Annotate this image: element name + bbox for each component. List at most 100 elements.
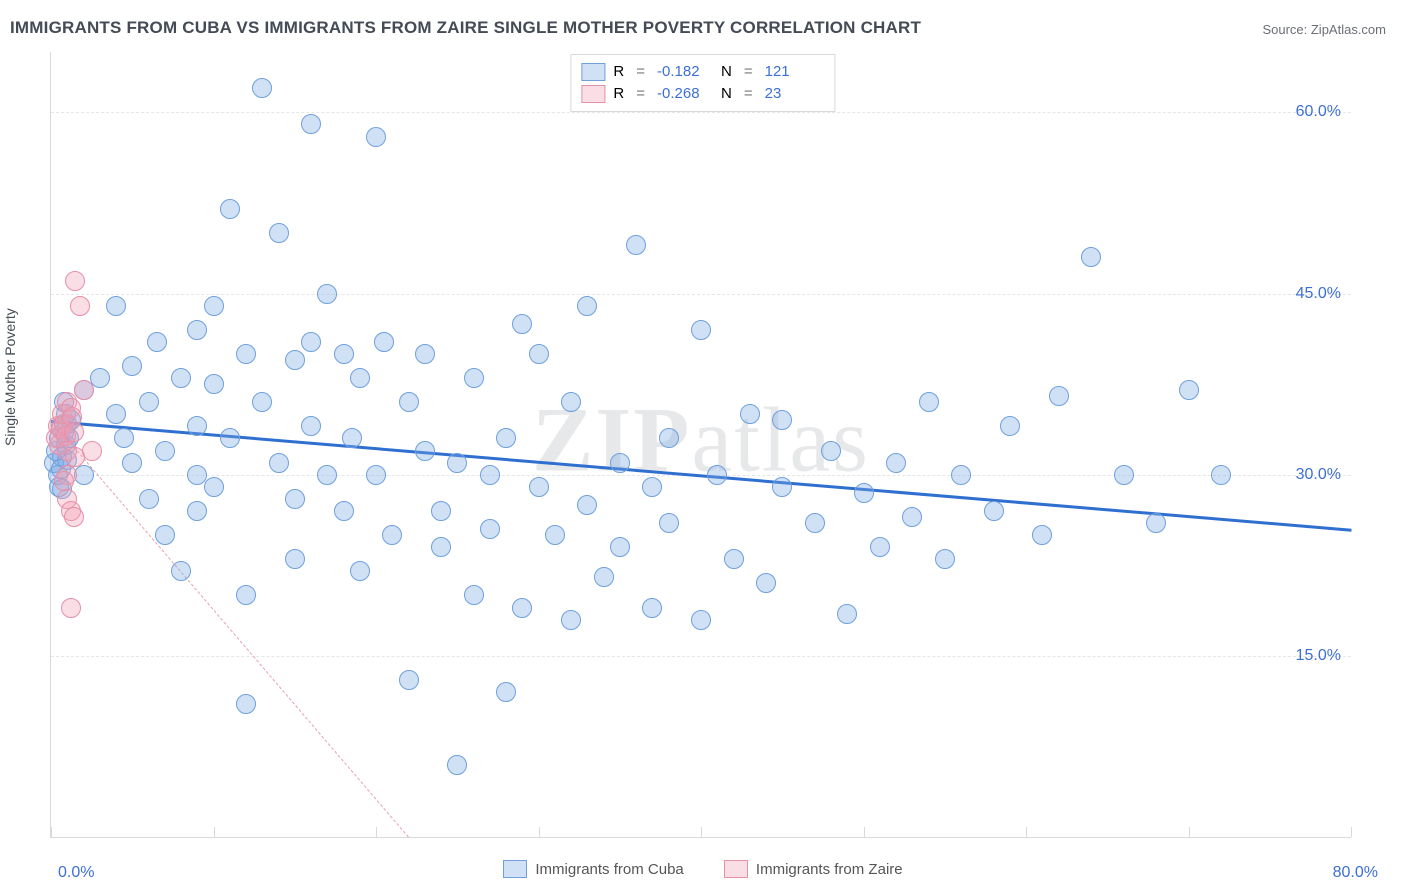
data-point-cuba [415,344,435,364]
legend-item-zaire: Immigrants from Zaire [724,860,903,878]
legend-label-zaire: Immigrants from Zaire [756,861,903,878]
data-point-cuba [187,501,207,521]
data-point-cuba [854,483,874,503]
data-point-cuba [1211,465,1231,485]
data-point-cuba [659,428,679,448]
data-point-cuba [399,670,419,690]
legend-correlation-box: R = -0.182 N = 121 R = -0.268 N = 23 [570,54,835,112]
data-point-cuba [512,598,532,618]
source-attribution: Source: ZipAtlas.com [1262,22,1386,37]
swatch-zaire [724,860,748,878]
data-point-cuba [610,453,630,473]
data-point-zaire [65,271,85,291]
trend-line-zaire [51,421,409,838]
gridline [51,656,1351,657]
data-point-cuba [431,501,451,521]
data-point-cuba [1179,380,1199,400]
data-point-cuba [1114,465,1134,485]
n-value-zaire: 23 [765,83,821,105]
data-point-zaire [82,441,102,461]
y-axis-label: Single Mother Poverty [2,308,18,446]
data-point-cuba [236,694,256,714]
data-point-zaire [64,507,84,527]
data-point-zaire [70,296,90,316]
x-tick [864,827,865,837]
data-point-cuba [837,604,857,624]
data-point-cuba [155,525,175,545]
data-point-cuba [139,489,159,509]
data-point-cuba [496,428,516,448]
legend-series: Immigrants from Cuba Immigrants from Zai… [0,860,1406,882]
data-point-cuba [1049,386,1069,406]
legend-label-cuba: Immigrants from Cuba [535,861,683,878]
data-point-cuba [187,416,207,436]
data-point-cuba [155,441,175,461]
data-point-cuba [772,477,792,497]
data-point-cuba [415,441,435,461]
data-point-cuba [106,404,126,424]
legend-row-cuba: R = -0.182 N = 121 [581,61,820,83]
data-point-cuba [301,332,321,352]
data-point-cuba [594,567,614,587]
data-point-cuba [1081,247,1101,267]
data-point-cuba [204,477,224,497]
data-point-cuba [399,392,419,412]
data-point-cuba [935,549,955,569]
data-point-zaire [74,380,94,400]
data-point-cuba [114,428,134,448]
data-point-cuba [139,392,159,412]
data-point-cuba [1146,513,1166,533]
data-point-cuba [252,78,272,98]
x-tick [1351,827,1352,837]
n-value-cuba: 121 [765,61,821,83]
data-point-cuba [805,513,825,533]
data-point-cuba [122,356,142,376]
legend-item-cuba: Immigrants from Cuba [503,860,683,878]
y-tick-label: 30.0% [1296,466,1341,484]
equals-sign: = [636,83,645,105]
r-label: R [613,61,624,83]
data-point-cuba [724,549,744,569]
data-point-cuba [919,392,939,412]
y-tick-label: 60.0% [1296,103,1341,121]
data-point-cuba [512,314,532,334]
data-point-cuba [301,416,321,436]
data-point-cuba [334,501,354,521]
data-point-cuba [236,344,256,364]
data-point-cuba [886,453,906,473]
y-tick-label: 45.0% [1296,285,1341,303]
data-point-cuba [740,404,760,424]
r-value-cuba: -0.182 [657,61,713,83]
r-label: R [613,83,624,105]
data-point-cuba [529,477,549,497]
data-point-cuba [317,465,337,485]
data-point-cuba [691,320,711,340]
swatch-zaire [581,85,605,103]
data-point-cuba [187,320,207,340]
data-point-cuba [342,428,362,448]
data-point-cuba [106,296,126,316]
data-point-cuba [301,114,321,134]
data-point-zaire [61,598,81,618]
chart-container: IMMIGRANTS FROM CUBA VS IMMIGRANTS FROM … [0,0,1406,892]
data-point-cuba [374,332,394,352]
data-point-zaire [54,471,74,491]
source-prefix: Source: [1262,22,1310,37]
data-point-cuba [334,344,354,364]
data-point-cuba [756,573,776,593]
data-point-cuba [1032,525,1052,545]
data-point-cuba [147,332,167,352]
y-tick-label: 15.0% [1296,647,1341,665]
data-point-cuba [431,537,451,557]
data-point-cuba [285,489,305,509]
data-point-cuba [350,561,370,581]
data-point-cuba [951,465,971,485]
data-point-cuba [984,501,1004,521]
n-label: N [721,83,732,105]
gridline [51,294,1351,295]
data-point-cuba [480,519,500,539]
data-point-cuba [642,477,662,497]
data-point-cuba [707,465,727,485]
legend-row-zaire: R = -0.268 N = 23 [581,83,820,105]
x-tick [214,827,215,837]
